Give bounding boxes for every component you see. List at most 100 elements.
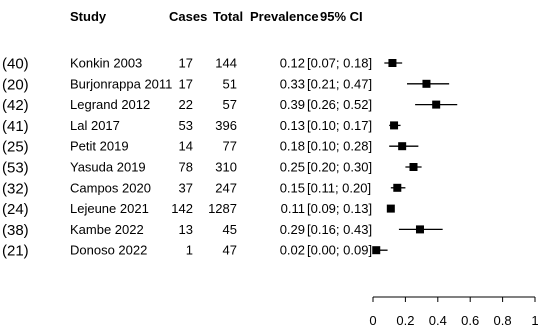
- total-value: 396: [215, 118, 237, 133]
- study-name: Donoso 2022: [70, 243, 147, 258]
- study-estimate: [389, 121, 401, 130]
- prevalence-value: 0.39: [280, 97, 305, 112]
- point-estimate-marker: [386, 204, 395, 213]
- ci-value: [0.16; 0.43]: [307, 222, 372, 237]
- prevalence-value: 0.02: [280, 243, 305, 258]
- study-row: (32) Campos 2020 37 247 0.15 [0.11; 0.20]: [2, 180, 371, 197]
- cases-value: 17: [179, 76, 193, 91]
- ci-value: [0.21; 0.47]: [307, 76, 372, 91]
- point-estimate-marker: [409, 163, 418, 171]
- x-tick-label: 0.2: [396, 313, 414, 328]
- study-estimate: [389, 142, 419, 151]
- study-estimate: [386, 204, 395, 213]
- cases-value: 14: [179, 139, 193, 154]
- study-name: Campos 2020: [70, 180, 151, 195]
- prevalence-value: 0.25: [280, 160, 305, 175]
- total-value: 77: [223, 139, 237, 154]
- table-header: Study Cases Total Prevalence 95% CI: [70, 9, 363, 24]
- x-tick-label: 1: [531, 313, 538, 328]
- reference-label: (40): [2, 56, 29, 73]
- reference-label: (42): [2, 97, 29, 114]
- point-estimate-marker: [398, 142, 407, 151]
- header-cases: Cases: [169, 9, 207, 24]
- point-estimate-marker: [422, 79, 431, 88]
- total-value: 57: [223, 97, 237, 112]
- prevalence-value: 0.15: [280, 180, 305, 195]
- point-estimate-marker: [415, 225, 424, 234]
- study-row: (42) Legrand 2012 22 57 0.39 [0.26; 0.52]: [2, 97, 372, 114]
- header-prevalence: Prevalence: [250, 9, 319, 24]
- x-tick-label: 0: [369, 313, 376, 328]
- study-estimate: [372, 246, 388, 255]
- prevalence-value: 0.13: [280, 118, 305, 133]
- study-estimate: [407, 79, 450, 88]
- total-value: 1287: [208, 201, 237, 216]
- point-estimate-marker: [388, 59, 397, 67]
- cases-value: 53: [179, 118, 193, 133]
- cases-value: 22: [179, 97, 193, 112]
- total-value: 51: [223, 76, 237, 91]
- cases-value: 17: [179, 56, 193, 71]
- prevalence-value: 0.29: [280, 222, 305, 237]
- study-estimate: [415, 100, 458, 109]
- reference-label: (25): [2, 139, 29, 156]
- ci-value: [0.10; 0.17]: [307, 118, 372, 133]
- total-value: 45: [223, 222, 237, 237]
- x-tick-label: 0.8: [494, 313, 512, 328]
- cases-value: 13: [179, 222, 193, 237]
- ci-value: [0.11; 0.20]: [307, 180, 371, 195]
- study-name: Legrand 2012: [70, 97, 150, 112]
- cases-value: 142: [171, 201, 193, 216]
- x-axis: 0 0.2 0.4 0.6 0.8 1: [369, 296, 538, 328]
- ci-value: [0.26; 0.52]: [307, 97, 372, 112]
- study-name: Konkin 2003: [70, 56, 142, 71]
- point-estimate-marker: [393, 183, 402, 192]
- study-name: Yasuda 2019: [70, 160, 146, 175]
- total-value: 144: [215, 56, 237, 71]
- reference-label: (24): [2, 201, 29, 218]
- prevalence-value: 0.11: [281, 201, 305, 216]
- reference-label: (38): [2, 222, 29, 239]
- study-row: (24) Lejeune 2021 142 1287 0.11 [0.09; 0.13]: [2, 201, 372, 218]
- cases-value: 78: [179, 160, 193, 175]
- reference-label: (20): [2, 76, 29, 93]
- study-estimate: [405, 163, 422, 171]
- study-row: (38) Kambe 2022 13 45 0.29 [0.16; 0.43]: [2, 222, 372, 239]
- header-total: Total: [213, 9, 243, 24]
- point-estimate-marker: [432, 100, 441, 109]
- study-row: (21) Donoso 2022 1 47 0.02 [0.00; 0.09]: [2, 243, 372, 260]
- prevalence-value: 0.18: [280, 139, 305, 154]
- study-row: (40) Konkin 2003 17 144 0.12 [0.07; 0.18]: [2, 56, 372, 73]
- prevalence-value: 0.33: [280, 76, 305, 91]
- header-ci: 95% CI: [320, 9, 363, 24]
- study-row: (20) Burjonrappa 2011 17 51 0.33 [0.21; 0.47]: [2, 76, 372, 93]
- study-row: (41) Lal 2017 53 396 0.13 [0.10; 0.17]: [2, 118, 372, 135]
- ci-value: [0.00; 0.09]: [307, 243, 372, 258]
- cases-value: 37: [179, 180, 193, 195]
- study-name: Lejeune 2021: [70, 201, 149, 216]
- ci-value: [0.07; 0.18]: [307, 56, 372, 71]
- x-tick-label: 0.4: [429, 313, 447, 328]
- prevalence-value: 0.12: [280, 56, 305, 71]
- point-estimate-marker: [390, 121, 399, 130]
- ci-value: [0.10; 0.28]: [307, 139, 372, 154]
- header-study: Study: [70, 9, 107, 24]
- reference-label: (21): [2, 243, 29, 260]
- ci-value: [0.09; 0.13]: [307, 201, 372, 216]
- study-estimate: [390, 183, 406, 192]
- point-estimate-marker: [372, 246, 381, 255]
- study-rows: (40) Konkin 2003 17 144 0.12 [0.07; 0.18] (20)…: [2, 56, 372, 260]
- total-value: 310: [215, 160, 237, 175]
- study-name: Kambe 2022: [70, 222, 144, 237]
- study-name: Burjonrappa 2011: [70, 76, 172, 91]
- study-name: Petit 2019: [70, 139, 129, 154]
- study-estimate: [384, 59, 403, 67]
- total-value: 247: [215, 180, 237, 195]
- reference-label: (53): [2, 160, 29, 177]
- forest-marks: [372, 59, 458, 255]
- ci-value: [0.20; 0.30]: [307, 160, 372, 175]
- study-row: (25) Petit 2019 14 77 0.18 [0.10; 0.28]: [2, 139, 372, 156]
- x-tick-label: 0.6: [461, 313, 479, 328]
